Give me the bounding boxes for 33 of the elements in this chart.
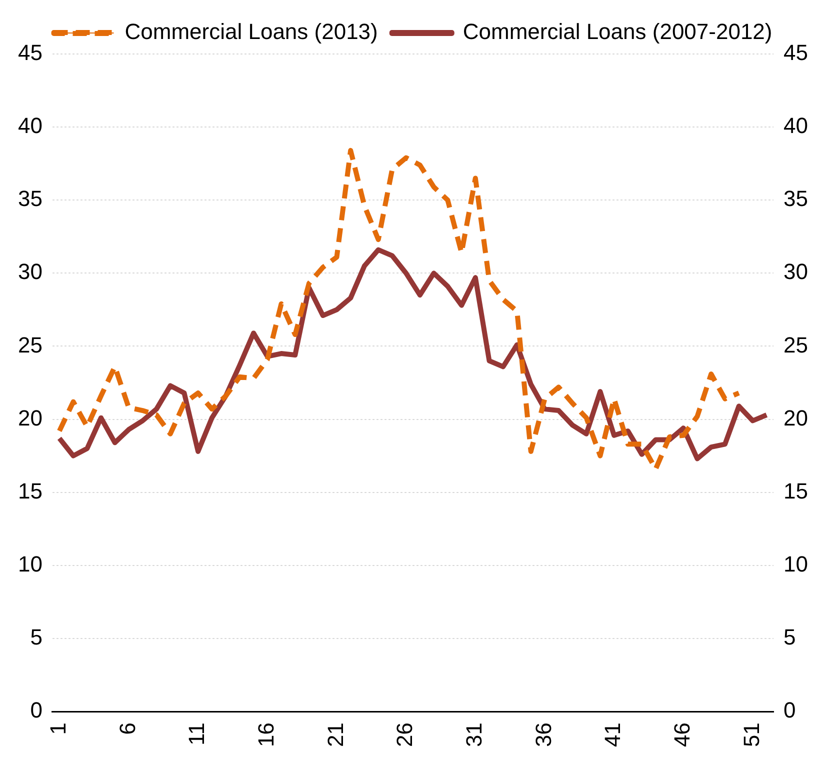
- y-tick-label: 0: [30, 698, 42, 723]
- y-tick-label: 45: [18, 40, 42, 66]
- y-tick-label: 25: [18, 332, 42, 358]
- y2-tick-label: 5: [784, 624, 796, 650]
- y-tick-label: 35: [18, 186, 42, 212]
- x-tick-label: 31: [461, 722, 486, 748]
- x-tick-label: 51: [738, 722, 764, 748]
- y-tick-label: 15: [18, 478, 42, 504]
- legend-label: Commercial Loans (2007-2012): [462, 19, 772, 44]
- y2-tick-label: 30: [784, 259, 808, 284]
- y-tick-label: 40: [18, 113, 42, 138]
- x-tick-label: 11: [184, 722, 210, 746]
- y2-tick-label: 45: [784, 40, 808, 66]
- x-tick-label: 26: [392, 722, 418, 748]
- x-tick-label: 36: [530, 722, 556, 748]
- y2-tick-label: 15: [784, 478, 808, 504]
- y-tick-label: 10: [18, 551, 42, 576]
- y2-tick-label: 20: [784, 405, 808, 430]
- y2-tick-label: 25: [784, 332, 808, 358]
- x-tick-label: 16: [253, 722, 278, 748]
- legend-label: Commercial Loans (2013): [124, 19, 378, 44]
- y2-tick-label: 10: [784, 551, 808, 576]
- y-tick-label: 5: [30, 624, 42, 650]
- x-tick-label: 6: [114, 722, 140, 735]
- y2-tick-label: 0: [784, 698, 796, 723]
- x-tick-label: 21: [322, 722, 348, 748]
- y2-tick-label: 40: [784, 113, 808, 138]
- x-tick-label: 46: [669, 722, 694, 748]
- y-tick-label: 20: [18, 405, 42, 430]
- y2-tick-label: 35: [784, 186, 808, 212]
- x-tick-label: 1: [45, 722, 70, 735]
- y-tick-label: 30: [18, 259, 42, 284]
- x-tick-label: 41: [600, 722, 626, 748]
